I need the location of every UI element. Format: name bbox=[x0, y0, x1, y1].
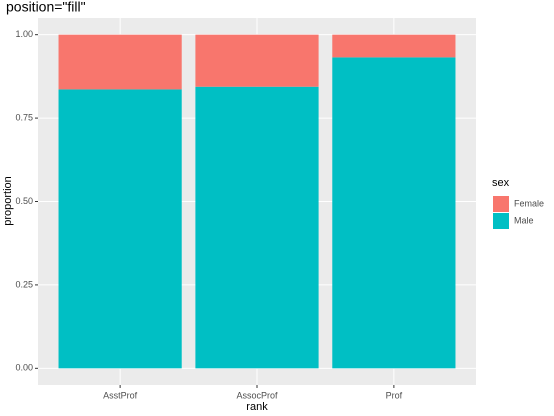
y-tick-label: 0.25 bbox=[15, 279, 33, 289]
x-tick-label: Prof bbox=[386, 390, 403, 400]
bar-segment bbox=[195, 34, 319, 87]
legend-key bbox=[493, 196, 509, 212]
y-tick-label: 0.75 bbox=[15, 112, 33, 122]
y-tick-label: 0.00 bbox=[15, 363, 33, 373]
legend-title: sex bbox=[492, 177, 510, 189]
legend-label: Female bbox=[514, 198, 544, 208]
x-axis-label: rank bbox=[246, 401, 268, 413]
legend-key bbox=[493, 213, 509, 229]
y-tick-label: 1.00 bbox=[15, 29, 33, 39]
bar-segment bbox=[195, 86, 319, 369]
x-tick-label: AsstProf bbox=[103, 390, 138, 400]
bar-segment bbox=[58, 89, 182, 369]
bar-segment bbox=[332, 34, 456, 58]
legend-label: Male bbox=[514, 215, 534, 225]
bar-segment bbox=[58, 34, 182, 90]
y-tick-label: 0.50 bbox=[15, 196, 33, 206]
chart-title: position="fill" bbox=[6, 0, 86, 15]
x-tick-label: AssocProf bbox=[236, 390, 278, 400]
bar-segment bbox=[332, 57, 456, 369]
y-axis-label: proportion bbox=[2, 176, 14, 226]
